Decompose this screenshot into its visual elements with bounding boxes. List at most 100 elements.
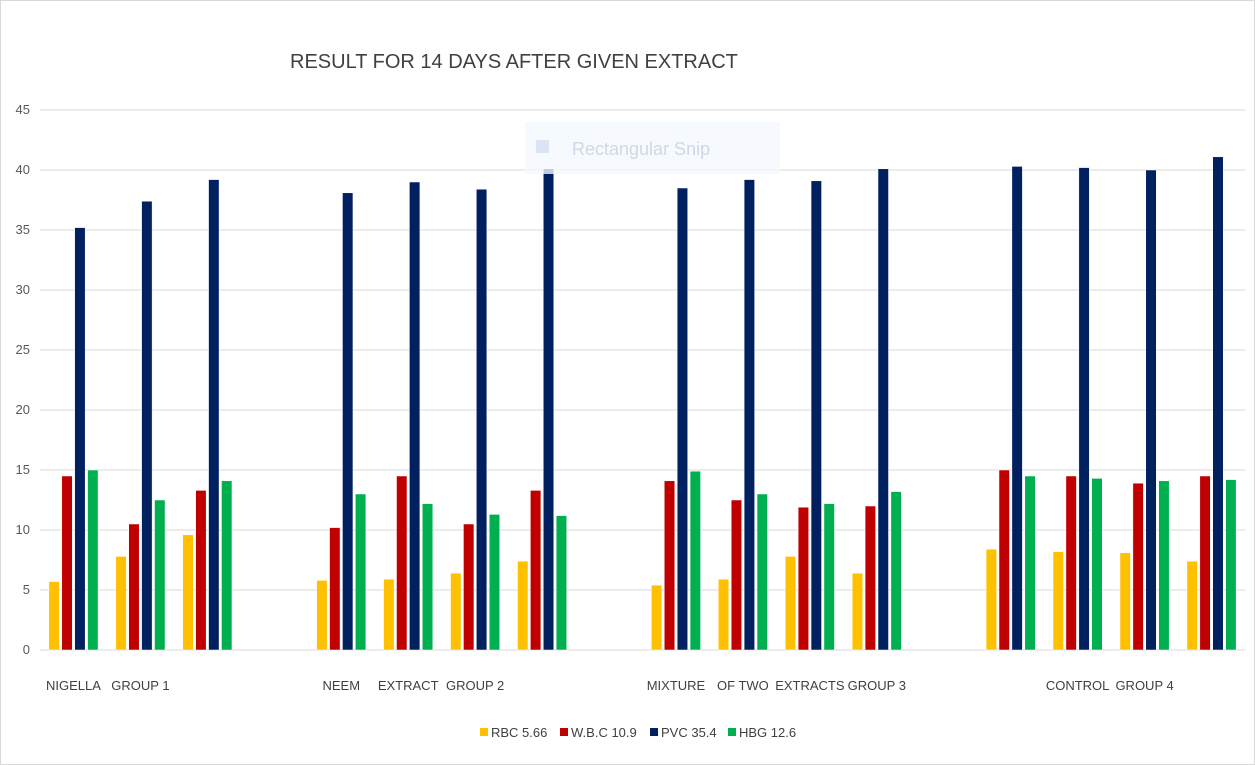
bar-hbg-12-6-16 (1158, 480, 1170, 651)
bar-hbg-12-6-6 (488, 514, 500, 651)
bar-hbg-12-6-17 (1225, 479, 1237, 651)
category-label: NEEM (322, 678, 360, 693)
category-label: CONTROL (1046, 678, 1110, 693)
legend-label: W.B.C 10.9 (571, 725, 637, 740)
y-tick-label: 15 (16, 462, 30, 477)
bar-hbg-12-6-1 (154, 499, 166, 651)
bar-rbc-5-66-15 (1052, 551, 1064, 651)
bar-rbc-5-66-17 (1186, 560, 1198, 651)
bar-rbc-5-66-4 (316, 580, 328, 651)
category-label: MIXTURE (647, 678, 706, 693)
bars (48, 156, 1237, 651)
y-tick-label: 40 (16, 162, 30, 177)
legend: RBC 5.66 W.B.C 10.9 PVC 35.4 HBG 12.6 (480, 725, 796, 740)
y-tick-label: 10 (16, 522, 30, 537)
bar-rbc-5-66-11 (785, 556, 797, 651)
bar-rbc-5-66-16 (1119, 552, 1131, 651)
bar-rbc-5-66-7 (517, 560, 529, 651)
bar-pvc-35-4-10 (743, 179, 755, 651)
bar-hbg-12-6-9 (689, 470, 701, 651)
bar-rbc-5-66-10 (718, 578, 730, 651)
bar-w-b-c-10-9-10 (730, 499, 742, 651)
y-tick-label: 25 (16, 342, 30, 357)
y-tick-label: 30 (16, 282, 30, 297)
y-tick-label: 0 (23, 642, 30, 657)
bar-w-b-c-10-9-6 (463, 523, 475, 651)
bar-hbg-12-6-7 (555, 515, 567, 651)
bar-pvc-35-4-11 (810, 180, 822, 651)
legend-label: PVC 35.4 (661, 725, 717, 740)
snip-box (525, 122, 780, 174)
category-label: GROUP 4 (1115, 678, 1173, 693)
bar-pvc-35-4-5 (409, 181, 421, 651)
legend-label: HBG 12.6 (739, 725, 796, 740)
legend-swatch (650, 728, 658, 736)
y-tick-label: 5 (23, 582, 30, 597)
category-label: EXTRACTS (775, 678, 845, 693)
bar-pvc-35-4-9 (676, 187, 688, 651)
chart-title: RESULT FOR 14 DAYS AFTER GIVEN EXTRACT (290, 51, 738, 73)
bar-w-b-c-10-9-17 (1199, 475, 1211, 651)
category-label: OF TWO (717, 678, 769, 693)
bar-rbc-5-66-14 (985, 548, 997, 651)
bar-pvc-35-4-6 (476, 188, 488, 651)
bar-hbg-12-6-4 (355, 493, 367, 651)
category-label: GROUP 3 (848, 678, 906, 693)
bar-rbc-5-66-1 (115, 556, 127, 651)
bar-pvc-35-4-17 (1212, 156, 1224, 651)
bar-pvc-35-4-1 (141, 200, 153, 651)
rectangular-snip-watermark: Rectangular Snip (525, 122, 780, 174)
category-label: GROUP 2 (446, 678, 504, 693)
bar-w-b-c-10-9-11 (797, 506, 809, 651)
y-tick-label: 20 (16, 402, 30, 417)
bar-hbg-12-6-15 (1091, 478, 1103, 651)
bar-hbg-12-6-2 (221, 480, 233, 651)
bar-w-b-c-10-9-1 (128, 523, 140, 651)
y-tick-label: 45 (16, 102, 30, 117)
bar-w-b-c-10-9-4 (329, 527, 341, 651)
bar-w-b-c-10-9-9 (664, 480, 676, 651)
bar-hbg-12-6-14 (1024, 475, 1036, 651)
legend-swatch (728, 728, 736, 736)
bar-hbg-12-6-5 (422, 503, 434, 651)
bar-pvc-35-4-2 (208, 179, 220, 651)
bar-hbg-12-6-0 (87, 469, 99, 651)
bar-pvc-35-4-7 (543, 168, 555, 651)
bar-pvc-35-4-4 (342, 192, 354, 651)
bar-w-b-c-10-9-2 (195, 490, 207, 651)
x-axis-category-labels: NIGELLA GROUP 1 NEEM EXTRACT GROUP 2 MIXTURE O… (46, 678, 1174, 693)
bar-rbc-5-66-5 (383, 578, 395, 651)
gridlines (40, 109, 1245, 651)
category-label: EXTRACT (378, 678, 439, 693)
bar-hbg-12-6-10 (756, 493, 768, 651)
bar-pvc-35-4-12 (877, 168, 889, 651)
bar-pvc-35-4-0 (74, 227, 86, 651)
bar-w-b-c-10-9-16 (1132, 482, 1144, 651)
category-label: GROUP 1 (111, 678, 169, 693)
legend-swatch (480, 728, 488, 736)
bar-pvc-35-4-14 (1011, 166, 1023, 651)
bar-rbc-5-66-2 (182, 534, 194, 651)
legend-swatch (560, 728, 568, 736)
bar-w-b-c-10-9-14 (998, 469, 1010, 651)
bar-w-b-c-10-9-15 (1065, 475, 1077, 651)
bar-w-b-c-10-9-7 (530, 490, 542, 651)
bar-w-b-c-10-9-0 (61, 475, 73, 651)
bar-w-b-c-10-9-5 (396, 475, 408, 651)
bar-hbg-12-6-12 (890, 491, 902, 651)
snip-icon (536, 140, 549, 153)
bar-w-b-c-10-9-12 (864, 505, 876, 651)
legend-label: RBC 5.66 (491, 725, 547, 740)
bar-rbc-5-66-12 (851, 572, 863, 651)
bar-rbc-5-66-6 (450, 572, 462, 651)
bar-pvc-35-4-15 (1078, 167, 1090, 651)
snip-label: Rectangular Snip (572, 139, 710, 159)
y-axis-ticks: 0 5 10 15 20 25 30 35 40 45 (16, 102, 30, 657)
bar-pvc-35-4-16 (1145, 169, 1157, 651)
bar-hbg-12-6-11 (823, 503, 835, 651)
category-label: NIGELLA (46, 678, 101, 693)
y-tick-label: 35 (16, 222, 30, 237)
bar-rbc-5-66-0 (48, 581, 60, 651)
bar-rbc-5-66-9 (651, 584, 663, 651)
